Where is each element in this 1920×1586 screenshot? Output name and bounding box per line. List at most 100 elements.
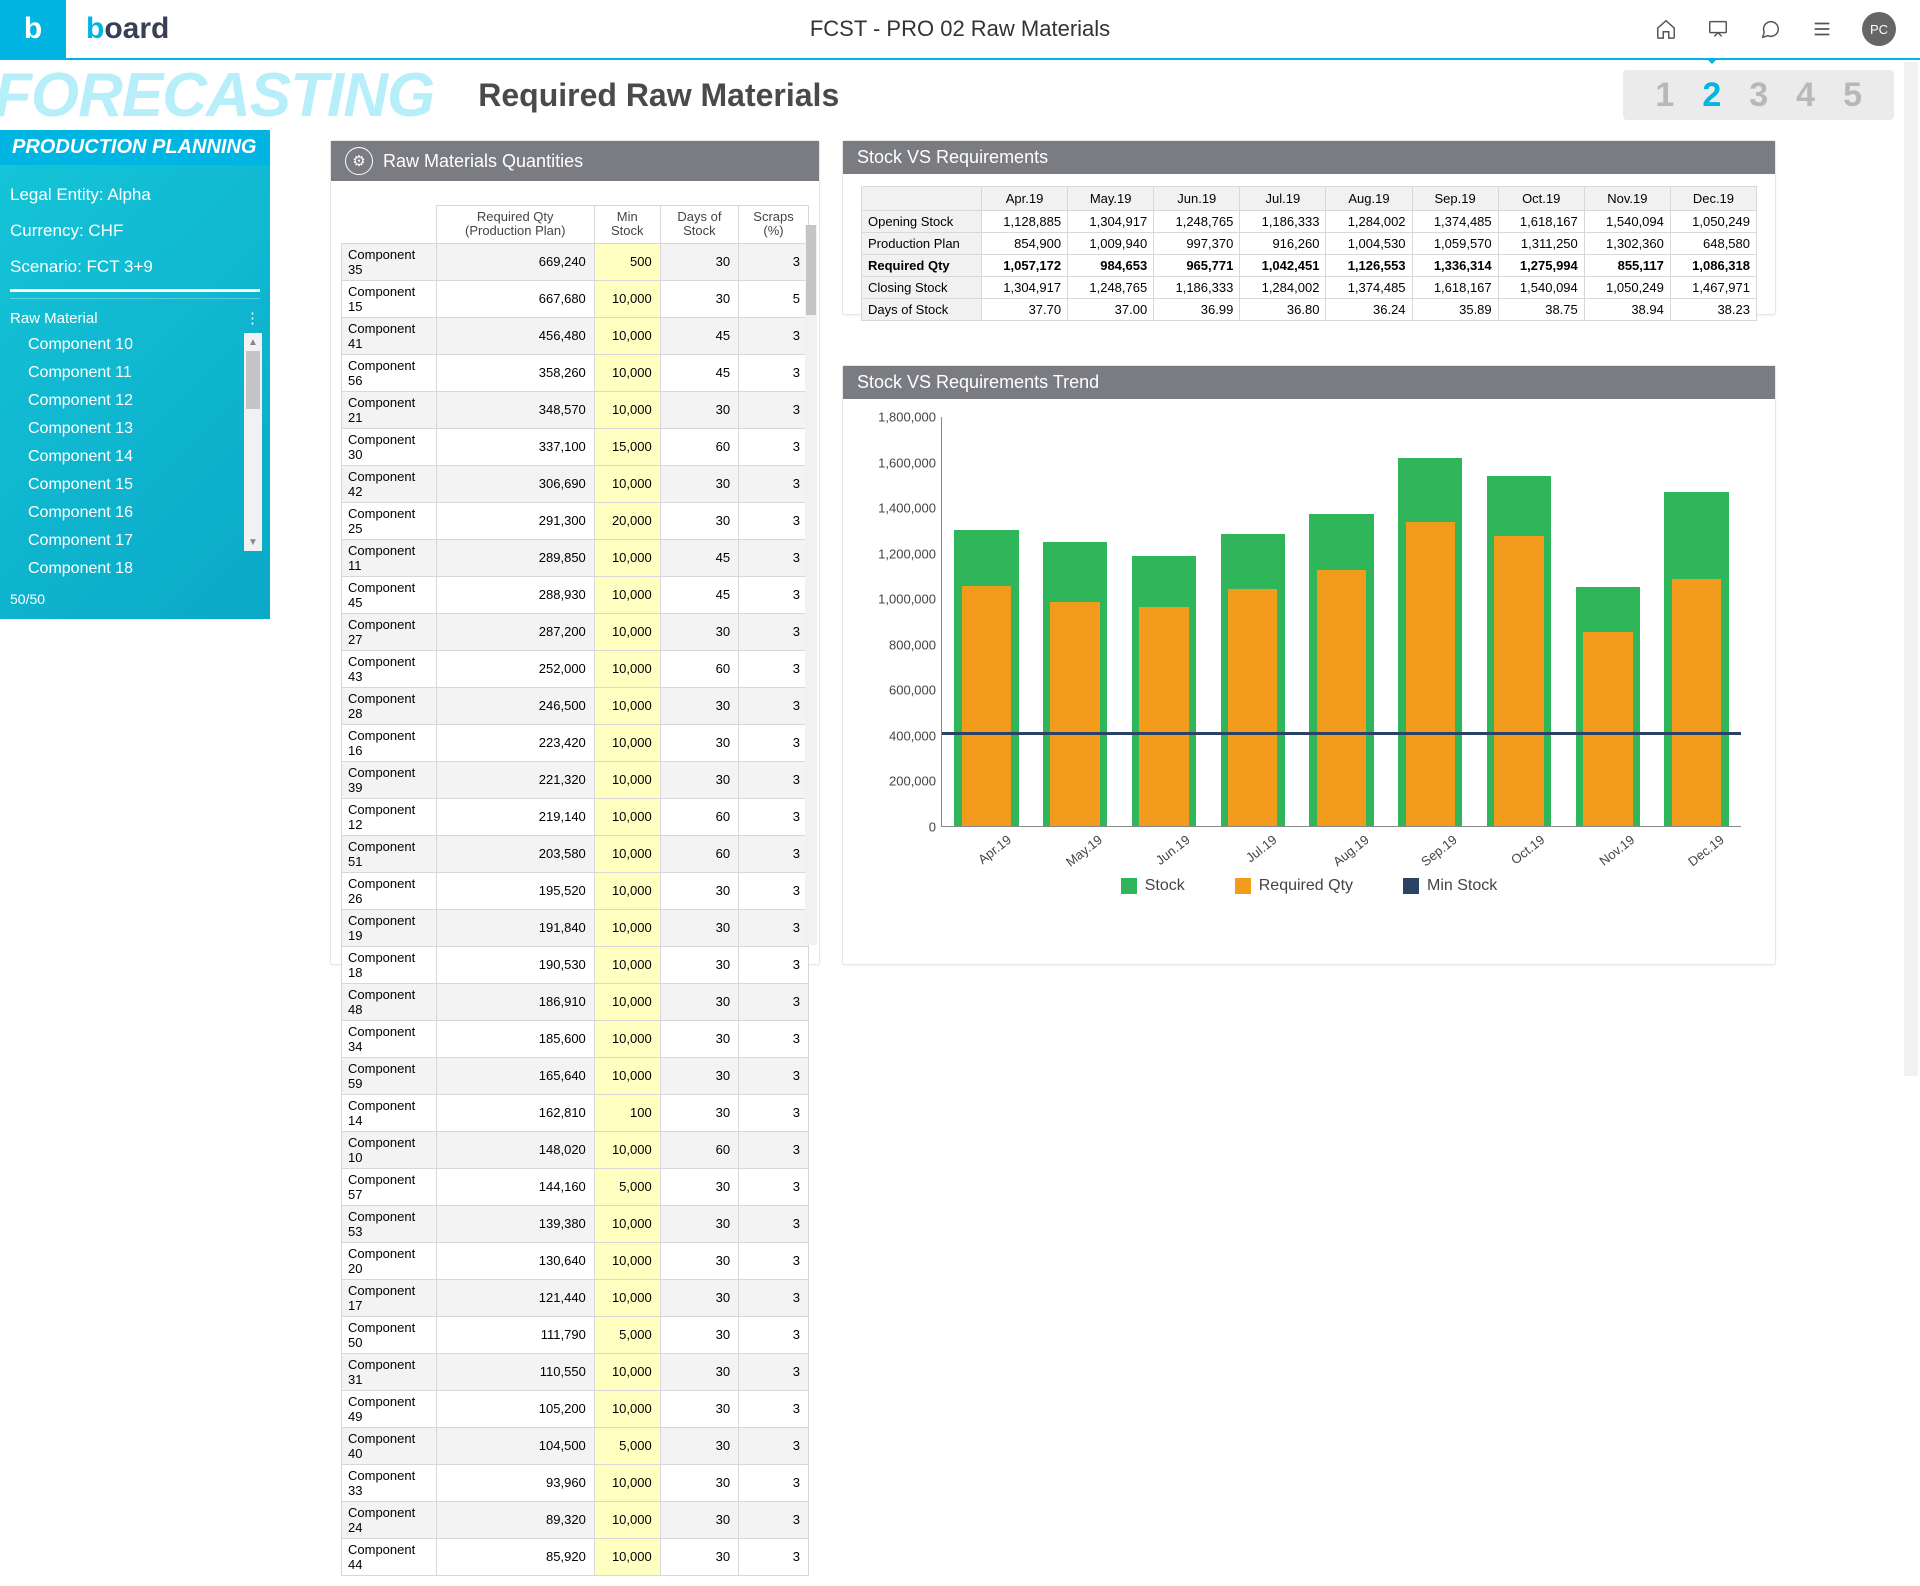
rmq-cell-minstock[interactable]: 10,000 bbox=[594, 909, 660, 946]
step-2[interactable]: 2 bbox=[1702, 76, 1721, 115]
raw-material-section[interactable]: Raw Material ⋮ bbox=[10, 298, 260, 331]
rmq-cell-minstock[interactable]: 15,000 bbox=[594, 428, 660, 465]
scroll-thumb[interactable] bbox=[246, 351, 260, 409]
rmq-cell-minstock[interactable]: 10,000 bbox=[594, 280, 660, 317]
avatar[interactable]: PC bbox=[1862, 12, 1896, 46]
rmq-row[interactable]: Component 16223,42010,000303 bbox=[342, 724, 809, 761]
rmq-cell-minstock[interactable]: 10,000 bbox=[594, 1390, 660, 1427]
bar-required[interactable] bbox=[1406, 522, 1456, 826]
rmq-row[interactable]: Component 41456,48010,000453 bbox=[342, 317, 809, 354]
rmq-cell-minstock[interactable]: 10,000 bbox=[594, 724, 660, 761]
rmq-cell-minstock[interactable]: 10,000 bbox=[594, 983, 660, 1020]
rmq-cell-minstock[interactable]: 5,000 bbox=[594, 1316, 660, 1353]
rmq-row[interactable]: Component 21348,57010,000303 bbox=[342, 391, 809, 428]
rmq-row[interactable]: Component 43252,00010,000603 bbox=[342, 650, 809, 687]
rmq-row[interactable]: Component 27287,20010,000303 bbox=[342, 613, 809, 650]
rmq-cell-minstock[interactable]: 10,000 bbox=[594, 872, 660, 909]
rmq-cell-minstock[interactable]: 10,000 bbox=[594, 835, 660, 872]
rmq-cell-minstock[interactable]: 10,000 bbox=[594, 1057, 660, 1094]
rmq-cell-minstock[interactable]: 10,000 bbox=[594, 1501, 660, 1538]
rmq-row[interactable]: Component 17121,44010,000303 bbox=[342, 1279, 809, 1316]
rmq-row[interactable]: Component 39221,32010,000303 bbox=[342, 761, 809, 798]
rmq-cell-minstock[interactable]: 10,000 bbox=[594, 1131, 660, 1168]
rmq-row[interactable]: Component 57144,1605,000303 bbox=[342, 1168, 809, 1205]
rmq-row[interactable]: Component 45288,93010,000453 bbox=[342, 576, 809, 613]
bar-required[interactable] bbox=[1139, 607, 1189, 826]
bar-required[interactable] bbox=[962, 586, 1012, 826]
rmq-row[interactable]: Component 30337,10015,000603 bbox=[342, 428, 809, 465]
rmq-row[interactable]: Component 20130,64010,000303 bbox=[342, 1242, 809, 1279]
sidebar-item-component[interactable]: Component 15 bbox=[28, 471, 260, 499]
sidebar-item-component[interactable]: Component 16 bbox=[28, 499, 260, 527]
bar-required[interactable] bbox=[1672, 579, 1722, 826]
rmq-row[interactable]: Component 3393,96010,000303 bbox=[342, 1464, 809, 1501]
rmq-cell-minstock[interactable]: 5,000 bbox=[594, 1168, 660, 1205]
rmq-row[interactable]: Component 2489,32010,000303 bbox=[342, 1501, 809, 1538]
bar-required[interactable] bbox=[1583, 632, 1633, 826]
rmq-row[interactable]: Component 56358,26010,000453 bbox=[342, 354, 809, 391]
sidebar-item-component[interactable]: Component 14 bbox=[28, 443, 260, 471]
rmq-row[interactable]: Component 31110,55010,000303 bbox=[342, 1353, 809, 1390]
rmq-row[interactable]: Component 18190,53010,000303 bbox=[342, 946, 809, 983]
rmq-cell-minstock[interactable]: 5,000 bbox=[594, 1427, 660, 1464]
bar-required[interactable] bbox=[1494, 536, 1544, 826]
rmq-row[interactable]: Component 35669,240500303 bbox=[342, 243, 809, 280]
rmq-cell-minstock[interactable]: 500 bbox=[594, 243, 660, 280]
rmq-cell-minstock[interactable]: 10,000 bbox=[594, 354, 660, 391]
rmq-cell-minstock[interactable]: 10,000 bbox=[594, 1353, 660, 1390]
rmq-cell-minstock[interactable]: 10,000 bbox=[594, 613, 660, 650]
rmq-row[interactable]: Component 25291,30020,000303 bbox=[342, 502, 809, 539]
rmq-cell-minstock[interactable]: 10,000 bbox=[594, 391, 660, 428]
rmq-row[interactable]: Component 53139,38010,000303 bbox=[342, 1205, 809, 1242]
page-scrollbar[interactable] bbox=[1904, 62, 1918, 1076]
rmq-settings-icon[interactable]: ⚙ bbox=[345, 147, 373, 175]
rmq-cell-minstock[interactable]: 10,000 bbox=[594, 687, 660, 724]
more-icon[interactable]: ⋮ bbox=[245, 309, 260, 327]
step-3[interactable]: 3 bbox=[1749, 76, 1768, 115]
rmq-cell-minstock[interactable]: 10,000 bbox=[594, 576, 660, 613]
rmq-row[interactable]: Component 59165,64010,000303 bbox=[342, 1057, 809, 1094]
rmq-row[interactable]: Component 10148,02010,000603 bbox=[342, 1131, 809, 1168]
rmq-row[interactable]: Component 40104,5005,000303 bbox=[342, 1427, 809, 1464]
step-1[interactable]: 1 bbox=[1655, 76, 1674, 115]
sidebar-item-component[interactable]: Component 17 bbox=[28, 527, 260, 555]
rmq-cell-minstock[interactable]: 20,000 bbox=[594, 502, 660, 539]
sidebar-item-component[interactable]: Component 11 bbox=[28, 359, 260, 387]
rmq-cell-minstock[interactable]: 10,000 bbox=[594, 465, 660, 502]
rmq-scroll-thumb[interactable] bbox=[806, 225, 816, 315]
rmq-row[interactable]: Component 19191,84010,000303 bbox=[342, 909, 809, 946]
presentation-icon[interactable] bbox=[1706, 17, 1730, 41]
rmq-row[interactable]: Component 11289,85010,000453 bbox=[342, 539, 809, 576]
rmq-cell-minstock[interactable]: 10,000 bbox=[594, 539, 660, 576]
rmq-row[interactable]: Component 4485,92010,000303 bbox=[342, 1538, 809, 1575]
bar-required[interactable] bbox=[1050, 602, 1100, 826]
sidebar-item-component[interactable]: Component 13 bbox=[28, 415, 260, 443]
rmq-cell-minstock[interactable]: 10,000 bbox=[594, 1020, 660, 1057]
rmq-row[interactable]: Component 26195,52010,000303 bbox=[342, 872, 809, 909]
sidebar-item-component[interactable]: Component 18 bbox=[28, 555, 260, 583]
scroll-down-icon[interactable]: ▼ bbox=[244, 533, 262, 551]
rmq-row[interactable]: Component 12219,14010,000603 bbox=[342, 798, 809, 835]
step-4[interactable]: 4 bbox=[1796, 76, 1815, 115]
rmq-cell-minstock[interactable]: 10,000 bbox=[594, 1538, 660, 1575]
rmq-cell-minstock[interactable]: 10,000 bbox=[594, 1242, 660, 1279]
rmq-row[interactable]: Component 14162,810100303 bbox=[342, 1094, 809, 1131]
rmq-cell-minstock[interactable]: 10,000 bbox=[594, 798, 660, 835]
rmq-row[interactable]: Component 28246,50010,000303 bbox=[342, 687, 809, 724]
menu-icon[interactable] bbox=[1810, 17, 1834, 41]
rmq-row[interactable]: Component 34185,60010,000303 bbox=[342, 1020, 809, 1057]
rmq-row[interactable]: Component 42306,69010,000303 bbox=[342, 465, 809, 502]
rmq-cell-minstock[interactable]: 10,000 bbox=[594, 761, 660, 798]
bar-required[interactable] bbox=[1317, 570, 1367, 826]
rmq-row[interactable]: Component 50111,7905,000303 bbox=[342, 1316, 809, 1353]
step-5[interactable]: 5 bbox=[1843, 76, 1862, 115]
rmq-row[interactable]: Component 51203,58010,000603 bbox=[342, 835, 809, 872]
app-logo-square[interactable]: b bbox=[0, 0, 66, 59]
rmq-cell-minstock[interactable]: 10,000 bbox=[594, 1464, 660, 1501]
rmq-cell-minstock[interactable]: 100 bbox=[594, 1094, 660, 1131]
scroll-up-icon[interactable]: ▲ bbox=[244, 333, 262, 351]
sidebar-scrollbar[interactable]: ▲ ▼ bbox=[244, 333, 262, 551]
sidebar-item-component[interactable]: Component 10 bbox=[28, 331, 260, 359]
rmq-row[interactable]: Component 49105,20010,000303 bbox=[342, 1390, 809, 1427]
bar-required[interactable] bbox=[1228, 589, 1278, 826]
